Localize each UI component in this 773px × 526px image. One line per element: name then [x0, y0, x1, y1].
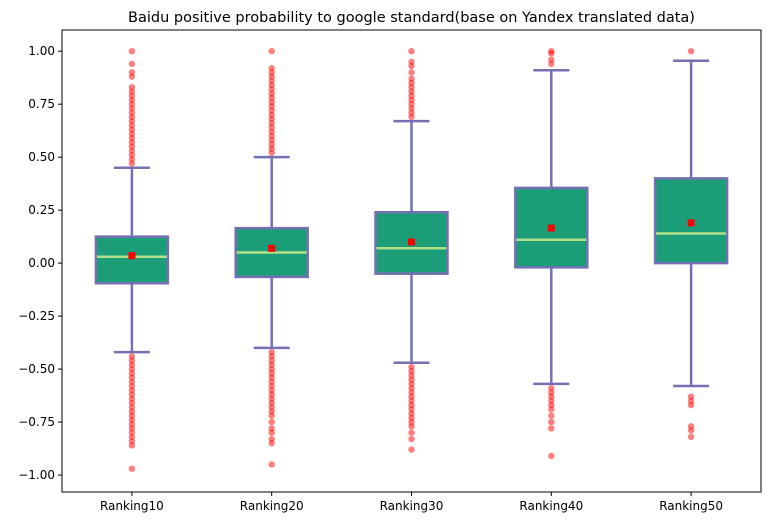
outlier-point [128, 465, 136, 472]
outlier-point [408, 47, 415, 55]
x-tick-label: Ranking50 [659, 499, 723, 513]
y-tick-label: −0.50 [18, 362, 55, 376]
outlier-point [687, 401, 695, 409]
y-axis: 1.00 0.75 0.50 0.25 0.00 −0.25 −0.50 −0.75 −1.00 [18, 44, 62, 482]
outlier-point [548, 406, 555, 413]
outlier-point [408, 423, 415, 430]
outlier-point [268, 461, 275, 468]
outlier-point [268, 412, 275, 419]
box-group [514, 47, 589, 460]
y-tick-label: 1.00 [28, 44, 55, 58]
mean-marker [408, 238, 415, 246]
x-tick-label: Ranking30 [380, 499, 444, 513]
y-tick-label: −0.75 [18, 415, 55, 429]
chart-title: Baidu positive probability to google sta… [128, 10, 695, 26]
x-tick-label: Ranking40 [519, 499, 583, 513]
box-group [374, 47, 449, 453]
plot-area [94, 47, 729, 472]
outlier-point [128, 84, 136, 91]
outlier-point [408, 58, 415, 65]
outlier-point [548, 56, 555, 63]
outlier-point [687, 47, 695, 55]
outlier-point [128, 442, 136, 449]
y-tick-label: 0.00 [28, 256, 55, 270]
outlier-point [268, 429, 275, 436]
box-group [653, 47, 729, 441]
mean-marker [687, 219, 695, 227]
x-tick-label: Ranking20 [240, 499, 304, 513]
outlier-point [128, 69, 136, 76]
outlier-point [408, 429, 415, 436]
mean-marker [268, 244, 276, 252]
iqr-box [94, 235, 170, 285]
y-tick-label: −0.25 [18, 309, 55, 323]
y-tick-label: −1.00 [18, 468, 55, 482]
box-group [94, 47, 170, 472]
outlier-point [408, 435, 415, 443]
outlier-point [268, 440, 275, 447]
outlier-point [548, 425, 555, 432]
plot-frame [61, 29, 762, 493]
y-tick-label: 0.50 [28, 150, 55, 164]
outlier-point [268, 64, 275, 72]
x-tick-label: Ranking10 [100, 499, 164, 513]
outlier-point [128, 60, 136, 68]
y-tick-label: 0.75 [28, 97, 55, 111]
x-axis: Ranking10 Ranking20 Ranking30 Ranking40 Rank… [100, 492, 723, 513]
outlier-point [548, 412, 555, 419]
outlier-point [687, 427, 695, 434]
outlier-point [128, 47, 136, 55]
outlier-point [548, 47, 555, 55]
box-group [234, 47, 309, 468]
y-tick-label: 0.25 [28, 203, 55, 217]
mean-marker [128, 252, 136, 260]
outlier-point [268, 418, 275, 426]
outlier-point [408, 446, 415, 453]
outlier-point [408, 69, 415, 76]
outlier-point [548, 452, 555, 460]
outlier-point [268, 47, 275, 55]
outlier-point [408, 75, 415, 82]
outlier-point [548, 418, 555, 426]
mean-marker [547, 224, 555, 232]
outlier-point [687, 433, 695, 441]
